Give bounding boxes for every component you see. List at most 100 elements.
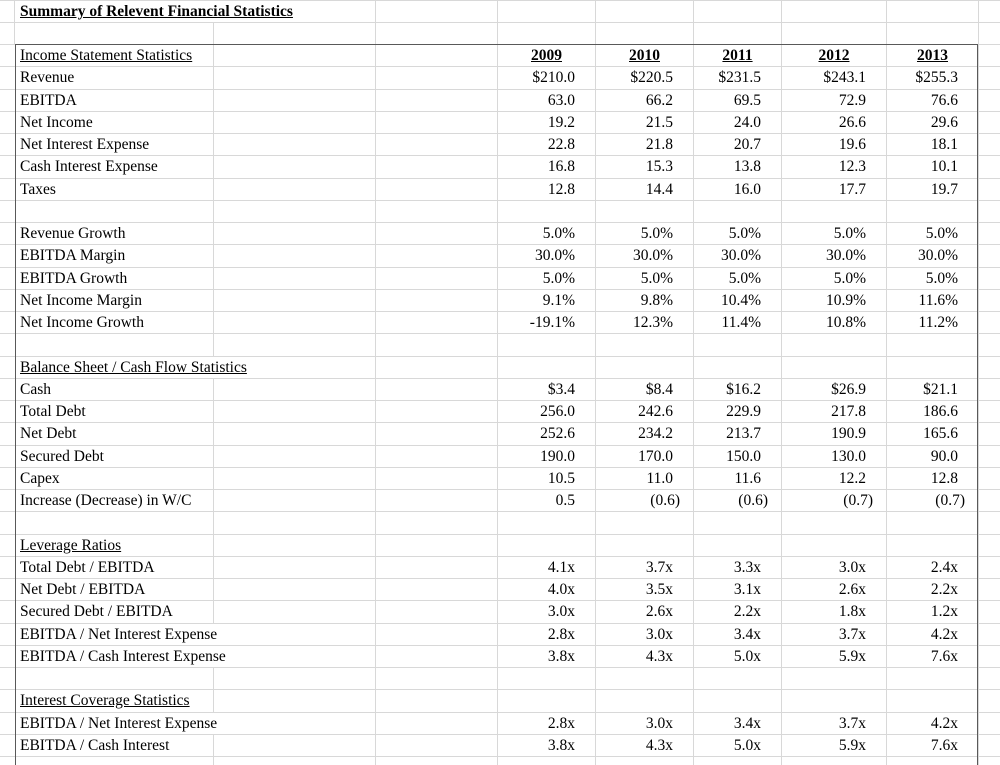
year-header-cell[interactable]: 2011 bbox=[693, 45, 781, 67]
value-cell[interactable]: 11.4% bbox=[693, 312, 781, 334]
value-cell[interactable]: -19.1% bbox=[497, 312, 595, 334]
spacer-cell[interactable] bbox=[375, 245, 497, 267]
spacer-cell[interactable] bbox=[213, 624, 375, 645]
spacer-cell[interactable] bbox=[213, 668, 375, 690]
spacer-cell[interactable] bbox=[375, 1, 497, 22]
spacer-cell[interactable] bbox=[213, 690, 375, 712]
value-cell[interactable]: 4.0x bbox=[497, 579, 595, 601]
year-header-cell[interactable]: 2012 bbox=[781, 45, 886, 67]
row-label-cell[interactable]: EBITDA bbox=[15, 90, 213, 111]
value-cell[interactable]: 30.0% bbox=[595, 245, 693, 267]
value-cell[interactable]: 11.0 bbox=[595, 467, 693, 489]
spacer-cell[interactable] bbox=[375, 22, 497, 44]
value-cell[interactable]: 12.8 bbox=[886, 467, 978, 489]
value-cell[interactable]: 10.9% bbox=[781, 289, 886, 311]
value-cell[interactable]: 15.3 bbox=[595, 156, 693, 178]
value-cell[interactable]: 72.9 bbox=[781, 89, 886, 111]
spacer-cell[interactable] bbox=[213, 67, 375, 89]
value-cell[interactable]: 4.3x bbox=[595, 645, 693, 667]
spacer-cell[interactable] bbox=[375, 45, 497, 67]
row-label-cell[interactable]: Total Debt bbox=[15, 401, 213, 422]
value-cell[interactable]: 5.0x bbox=[693, 734, 781, 756]
value-cell[interactable]: 12.8 bbox=[497, 178, 595, 200]
value-cell[interactable]: $8.4 bbox=[595, 378, 693, 400]
spacer-cell[interactable] bbox=[213, 357, 375, 378]
row-label-cell[interactable]: Revenue Growth bbox=[15, 223, 213, 244]
value-cell[interactable]: 3.5x bbox=[595, 579, 693, 601]
value-cell[interactable] bbox=[886, 534, 978, 556]
value-cell[interactable]: 2.6x bbox=[595, 601, 693, 623]
row-label-cell[interactable]: Income Statement Statistics bbox=[15, 45, 213, 66]
value-cell[interactable]: 10.8% bbox=[781, 312, 886, 334]
value-cell[interactable]: $231.5 bbox=[693, 67, 781, 89]
value-cell[interactable] bbox=[886, 690, 978, 712]
value-cell[interactable]: 10.5 bbox=[497, 467, 595, 489]
spacer-cell[interactable] bbox=[213, 601, 375, 623]
value-cell[interactable]: 3.4x bbox=[693, 712, 781, 734]
value-cell[interactable] bbox=[693, 534, 781, 556]
spacer-cell[interactable] bbox=[375, 601, 497, 623]
spacer-cell[interactable] bbox=[375, 490, 497, 512]
row-label-cell[interactable] bbox=[15, 668, 213, 689]
year-header-cell[interactable]: 2010 bbox=[595, 45, 693, 67]
spacer-cell[interactable] bbox=[886, 22, 978, 44]
row-label-cell[interactable]: EBITDA / Net Interest Expense bbox=[15, 624, 217, 645]
value-cell[interactable]: 3.0x bbox=[595, 712, 693, 734]
row-label-cell[interactable]: EBITDA / Cash Interest Expense bbox=[15, 646, 226, 667]
row-label-cell[interactable]: EBITDA / Cash Interest bbox=[15, 735, 213, 756]
spacer-cell[interactable] bbox=[375, 356, 497, 378]
value-cell[interactable]: 5.0% bbox=[781, 267, 886, 289]
value-cell[interactable] bbox=[693, 512, 781, 534]
row-label-cell[interactable]: Net Income Margin bbox=[15, 290, 213, 311]
value-cell[interactable]: 3.8x bbox=[497, 734, 595, 756]
value-cell[interactable]: 21.8 bbox=[595, 134, 693, 156]
spacer-cell[interactable] bbox=[375, 579, 497, 601]
value-cell[interactable] bbox=[497, 334, 595, 356]
row-label-cell[interactable]: Total Debt / EBITDA bbox=[15, 557, 213, 578]
value-cell[interactable]: 16.8 bbox=[497, 156, 595, 178]
row-label-cell[interactable]: EBITDA / Net Interest Expense bbox=[15, 713, 217, 734]
row-label-cell[interactable]: EBITDA Margin bbox=[15, 245, 213, 266]
value-cell[interactable]: 10.4% bbox=[693, 289, 781, 311]
row-label-cell[interactable]: Balance Sheet / Cash Flow Statistics bbox=[15, 357, 247, 378]
spacer-cell[interactable] bbox=[213, 556, 375, 578]
value-cell[interactable]: 2.6x bbox=[781, 579, 886, 601]
value-cell[interactable]: 1.8x bbox=[781, 601, 886, 623]
spacer-cell[interactable] bbox=[375, 267, 497, 289]
value-cell[interactable]: 3.7x bbox=[781, 623, 886, 645]
spacer-cell[interactable] bbox=[213, 1, 375, 22]
value-cell[interactable]: 7.6x bbox=[886, 734, 978, 756]
spacer-cell[interactable] bbox=[375, 89, 497, 111]
row-label-cell[interactable]: EBITDA Growth bbox=[15, 268, 213, 289]
spacer-cell[interactable] bbox=[375, 623, 497, 645]
spacer-cell[interactable] bbox=[375, 134, 497, 156]
value-cell[interactable]: 234.2 bbox=[595, 423, 693, 445]
spacer-cell[interactable] bbox=[375, 178, 497, 200]
spacer-cell[interactable] bbox=[497, 22, 595, 44]
spacer-cell[interactable] bbox=[595, 1, 693, 22]
value-cell[interactable]: 5.0% bbox=[497, 223, 595, 245]
year-header-cell[interactable]: 2013 bbox=[886, 45, 978, 67]
value-cell[interactable] bbox=[693, 690, 781, 712]
value-cell[interactable] bbox=[693, 757, 781, 765]
value-cell[interactable]: 5.0% bbox=[886, 267, 978, 289]
spacer-cell[interactable] bbox=[375, 645, 497, 667]
spacer-cell[interactable] bbox=[375, 668, 497, 690]
value-cell[interactable] bbox=[781, 512, 886, 534]
row-label-cell[interactable]: Net Debt / EBITDA bbox=[15, 579, 213, 600]
value-cell[interactable]: 229.9 bbox=[693, 401, 781, 423]
value-cell[interactable]: 3.8x bbox=[497, 645, 595, 667]
value-cell[interactable]: 12.2 bbox=[781, 467, 886, 489]
spacer-cell[interactable] bbox=[213, 312, 375, 334]
spacer-cell[interactable] bbox=[213, 178, 375, 200]
value-cell[interactable] bbox=[781, 690, 886, 712]
spacer-cell[interactable] bbox=[213, 713, 375, 734]
value-cell[interactable] bbox=[781, 334, 886, 356]
value-cell[interactable]: (0.7) bbox=[781, 490, 886, 512]
spacer-cell[interactable] bbox=[15, 23, 213, 45]
value-cell[interactable]: (0.6) bbox=[693, 490, 781, 512]
value-cell[interactable]: 3.4x bbox=[693, 623, 781, 645]
value-cell[interactable]: 5.0% bbox=[497, 267, 595, 289]
spacer-cell[interactable] bbox=[213, 89, 375, 111]
spacer-cell[interactable] bbox=[213, 223, 375, 245]
